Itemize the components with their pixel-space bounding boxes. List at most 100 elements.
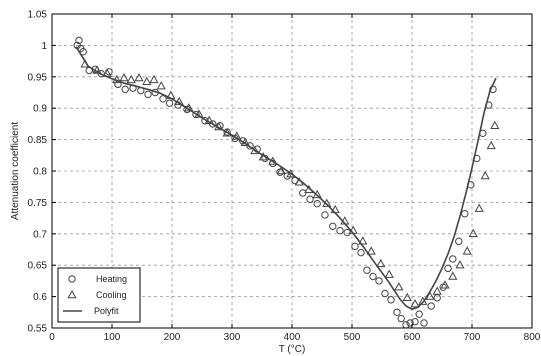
x-tick-label: 800 [524, 332, 541, 343]
cooling-point [402, 292, 412, 302]
cooling-point [184, 103, 194, 112]
x-tick-labels: 0 100 200 300 400 500 600 700 800 [49, 332, 541, 343]
cooling-point [268, 156, 278, 165]
cooling-point [276, 165, 286, 175]
heating-point [375, 277, 383, 285]
y-tick-label: 0.75 [28, 198, 48, 209]
cooling-point [468, 228, 478, 237]
heating-point [393, 308, 401, 316]
tick-layer [51, 13, 533, 329]
heating-point [387, 296, 395, 304]
heating-point [351, 242, 359, 251]
heating-point [411, 318, 419, 326]
y-tick-label: 0.95 [28, 72, 48, 83]
cooling-point [142, 76, 152, 86]
heating-point [369, 272, 377, 281]
cooling-point [340, 216, 350, 225]
cooling-point [149, 74, 159, 84]
legend-polyfit-label: Polyfit [94, 306, 119, 316]
cooling-point [490, 120, 500, 129]
heating-point [159, 95, 167, 103]
heating-point [357, 248, 365, 257]
cooling-point [358, 236, 368, 245]
cooling-point [440, 280, 450, 289]
heating-point [415, 310, 423, 318]
legend-heating-marker [68, 275, 76, 283]
heating-point [397, 314, 405, 323]
y-tick-label: 0.8 [33, 167, 47, 178]
cooling-point [80, 59, 90, 68]
cooling-point [432, 286, 442, 295]
heating-point [144, 90, 152, 99]
heating-point [329, 222, 337, 230]
heating-point [129, 84, 137, 92]
y-tick-label: 0.6 [33, 292, 47, 303]
cooling-point [232, 131, 242, 140]
y-tick-label: 1.05 [28, 10, 48, 21]
y-tick-label: 0.55 [28, 324, 48, 335]
heating-point [201, 117, 209, 125]
cooling-point [102, 68, 112, 77]
cooling-point [425, 291, 435, 300]
y-axis-label: Attenuation coefficient [10, 122, 21, 220]
cooling-point [204, 115, 214, 124]
heating-point [461, 210, 469, 218]
x-tick-label: 400 [284, 332, 301, 343]
heating-point [467, 181, 475, 189]
x-tick-label: 300 [224, 332, 241, 343]
heating-point [449, 255, 457, 263]
heating-point [79, 47, 87, 56]
polyfit-layer [75, 46, 497, 311]
legend-cooling-label: Cooling [96, 290, 127, 300]
y-tick-labels: 0.55 0.6 0.65 0.7 0.75 0.8 0.85 0.9 0.95 1 1.05 [28, 10, 48, 335]
cooling-point [112, 74, 122, 84]
cooling-point [240, 137, 250, 146]
legend: Heating Cooling Polyfit [57, 267, 141, 323]
y-tick-label: 0.85 [28, 135, 48, 146]
heating-point [85, 66, 93, 75]
cooling-point [312, 189, 322, 199]
polyfit-line [75, 46, 497, 311]
cooling-point [304, 184, 314, 194]
cooling-point [222, 128, 232, 137]
cooling-point [462, 246, 472, 255]
cooling-point [486, 140, 496, 150]
heating-point [444, 264, 452, 273]
heating-point [75, 36, 83, 45]
heating-point [192, 110, 200, 119]
cooling-point [322, 198, 332, 207]
x-axis-label: T (°C) [279, 344, 306, 355]
heating-point [114, 80, 122, 89]
x-tick-label: 500 [344, 332, 361, 343]
heating-point [455, 237, 463, 246]
cooling-point [366, 246, 376, 255]
cooling-point [92, 65, 102, 74]
cooling-point [448, 271, 458, 280]
cooling-point [474, 203, 484, 212]
legend-cooling-symbol [67, 289, 77, 299]
heating-point [137, 86, 145, 95]
cooling-point [455, 260, 465, 269]
heating-point [485, 101, 493, 109]
heating-point [306, 195, 314, 203]
cooling-point [156, 81, 166, 90]
cooling-point [384, 269, 394, 278]
cooling-point [294, 177, 304, 186]
cooling-points-layer [80, 59, 500, 308]
cooling-point [166, 90, 176, 99]
heating-point [363, 266, 371, 274]
cooling-point [119, 72, 129, 82]
heating-point [151, 88, 159, 97]
cooling-point [194, 109, 204, 118]
x-tick-label: 0 [49, 332, 55, 343]
cooling-point [286, 169, 296, 178]
cooling-point [394, 282, 404, 291]
x-tick-label: 200 [164, 332, 181, 343]
heating-point [420, 319, 428, 327]
cooling-point [174, 96, 184, 106]
y-tick-label: 0.65 [28, 261, 48, 272]
heating-point [473, 154, 481, 163]
heating-point [427, 302, 435, 310]
cooling-point [250, 145, 260, 155]
